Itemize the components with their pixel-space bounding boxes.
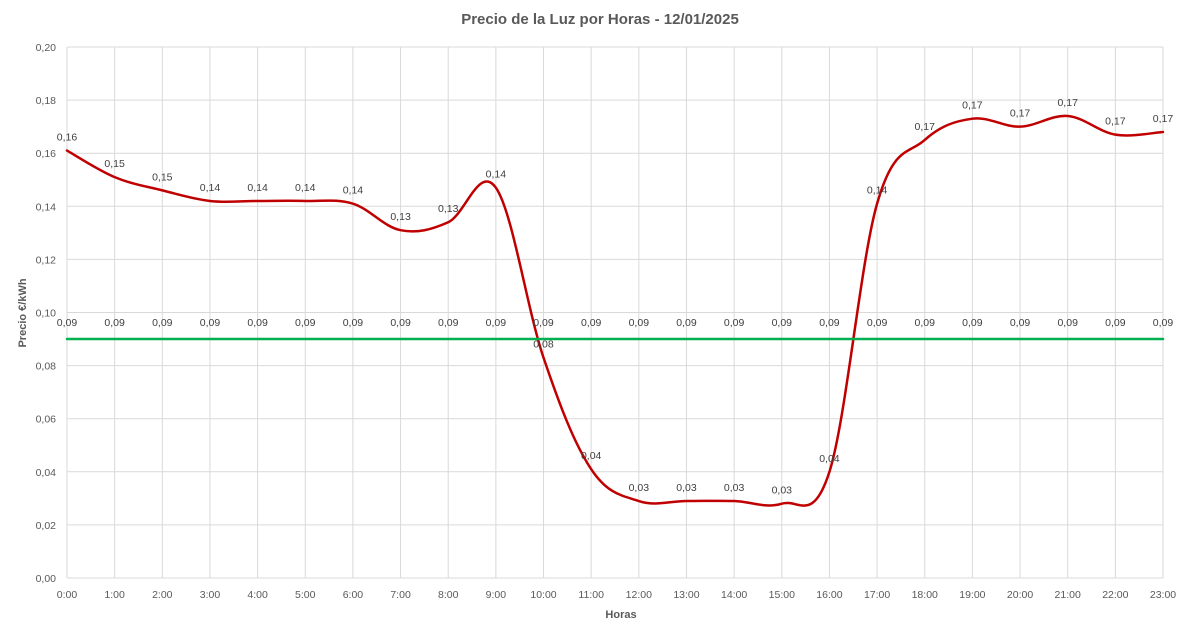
x-tick-label: 14:00 <box>721 589 747 601</box>
y-tick-label: 0,12 <box>36 254 57 266</box>
y-tick-label: 0,02 <box>36 520 57 532</box>
reference-data-label: 0,09 <box>629 317 650 329</box>
reference-data-label: 0,09 <box>104 317 125 329</box>
y-axis-ticks: 0,00 0,02 0,04 0,06 0,08 0,10 0,12 0,14 0,16 0,18… <box>36 42 57 585</box>
x-tick-label: 0:00 <box>57 589 78 601</box>
reference-data-label: 0,09 <box>200 317 221 329</box>
y-tick-label: 0,18 <box>36 95 57 107</box>
price-data-label: 0,14 <box>486 169 507 181</box>
reference-data-label: 0,09 <box>676 317 697 329</box>
price-data-label: 0,14 <box>295 182 316 194</box>
reference-data-label: 0,09 <box>962 317 983 329</box>
reference-data-label: 0,09 <box>152 317 173 329</box>
price-data-label: 0,04 <box>819 453 840 465</box>
x-tick-label: 21:00 <box>1055 589 1081 601</box>
price-data-label: 0,14 <box>200 182 221 194</box>
x-tick-label: 16:00 <box>816 589 842 601</box>
x-tick-label: 1:00 <box>104 589 125 601</box>
reference-data-label: 0,09 <box>581 317 602 329</box>
price-data-label: 0,17 <box>915 121 936 133</box>
price-data-label: 0,17 <box>1105 116 1126 128</box>
y-tick-label: 0,10 <box>36 308 57 320</box>
x-tick-label: 11:00 <box>578 589 604 601</box>
price-data-label: 0,14 <box>247 182 268 194</box>
y-tick-label: 0,00 <box>36 573 57 585</box>
price-data-label: 0,03 <box>629 482 650 494</box>
grid <box>66 46 1164 579</box>
price-series-line <box>65 114 1165 507</box>
x-tick-label: 15:00 <box>769 589 795 601</box>
x-tick-label: 13:00 <box>673 589 699 601</box>
y-tick-label: 0,04 <box>36 467 57 479</box>
price-data-label: 0,08 <box>533 339 554 351</box>
price-data-label: 0,03 <box>772 485 793 497</box>
reference-data-label: 0,09 <box>486 317 507 329</box>
y-tick-label: 0,08 <box>36 361 57 373</box>
x-tick-label: 18:00 <box>912 589 938 601</box>
x-axis-title: Horas <box>605 609 636 621</box>
price-data-label: 0,17 <box>1153 113 1174 125</box>
y-tick-label: 0,14 <box>36 201 57 213</box>
price-data-label: 0,14 <box>867 185 888 197</box>
price-data-label: 0,16 <box>57 132 78 144</box>
x-tick-label: 23:00 <box>1150 589 1176 601</box>
y-tick-label: 0,06 <box>36 414 57 426</box>
reference-data-label: 0,09 <box>390 317 411 329</box>
reference-data-label: 0,09 <box>1057 317 1078 329</box>
price-data-label: 0,17 <box>962 100 983 112</box>
price-data-label: 0,17 <box>1010 108 1031 120</box>
reference-data-label: 0,09 <box>867 317 888 329</box>
reference-data-label: 0,09 <box>772 317 793 329</box>
data-labels: 0,16 0,15 0,15 0,14 0,14 0,14 0,14 0,13 0,13 0,14… <box>57 97 1174 497</box>
price-data-label: 0,13 <box>438 203 459 215</box>
x-tick-label: 6:00 <box>343 589 364 601</box>
x-tick-label: 17:00 <box>864 589 890 601</box>
reference-data-label: 0,09 <box>724 317 745 329</box>
x-tick-label: 12:00 <box>626 589 652 601</box>
x-tick-label: 19:00 <box>959 589 985 601</box>
y-axis-title: Precio €/kWh <box>17 278 29 347</box>
series-group <box>65 114 1165 507</box>
price-data-label: 0,14 <box>343 185 364 197</box>
x-tick-label: 5:00 <box>295 589 316 601</box>
x-tick-label: 4:00 <box>247 589 268 601</box>
price-data-label: 0,04 <box>581 450 602 462</box>
price-data-label: 0,15 <box>104 158 125 170</box>
reference-data-label: 0,09 <box>1010 317 1031 329</box>
x-axis-ticks: 0:00 1:00 2:00 3:00 4:00 5:00 6:00 7:00 8:00 9:00… <box>57 589 1177 601</box>
price-data-label: 0,13 <box>390 211 411 223</box>
x-tick-label: 22:00 <box>1102 589 1128 601</box>
reference-data-label: 0,09 <box>533 317 554 329</box>
price-data-label: 0,03 <box>724 482 745 494</box>
reference-data-label: 0,09 <box>915 317 936 329</box>
reference-data-label: 0,09 <box>819 317 840 329</box>
x-tick-label: 9:00 <box>486 589 507 601</box>
y-tick-label: 0,16 <box>36 148 57 160</box>
x-tick-label: 10:00 <box>530 589 556 601</box>
x-tick-label: 3:00 <box>200 589 221 601</box>
price-data-label: 0,15 <box>152 171 173 183</box>
price-data-label: 0,03 <box>676 482 697 494</box>
x-tick-label: 8:00 <box>438 589 459 601</box>
reference-data-label: 0,09 <box>57 317 78 329</box>
y-tick-label: 0,20 <box>36 42 57 54</box>
reference-data-label: 0,09 <box>247 317 268 329</box>
reference-data-label: 0,09 <box>438 317 459 329</box>
x-tick-label: 7:00 <box>390 589 411 601</box>
x-tick-label: 2:00 <box>152 589 173 601</box>
reference-data-label: 0,09 <box>1105 317 1126 329</box>
reference-data-label: 0,09 <box>1153 317 1174 329</box>
reference-data-label: 0,09 <box>295 317 316 329</box>
reference-data-label: 0,09 <box>343 317 364 329</box>
chart-title: Precio de la Luz por Horas - 12/01/2025 <box>461 11 739 28</box>
x-tick-label: 20:00 <box>1007 589 1033 601</box>
price-data-label: 0,17 <box>1057 97 1078 109</box>
